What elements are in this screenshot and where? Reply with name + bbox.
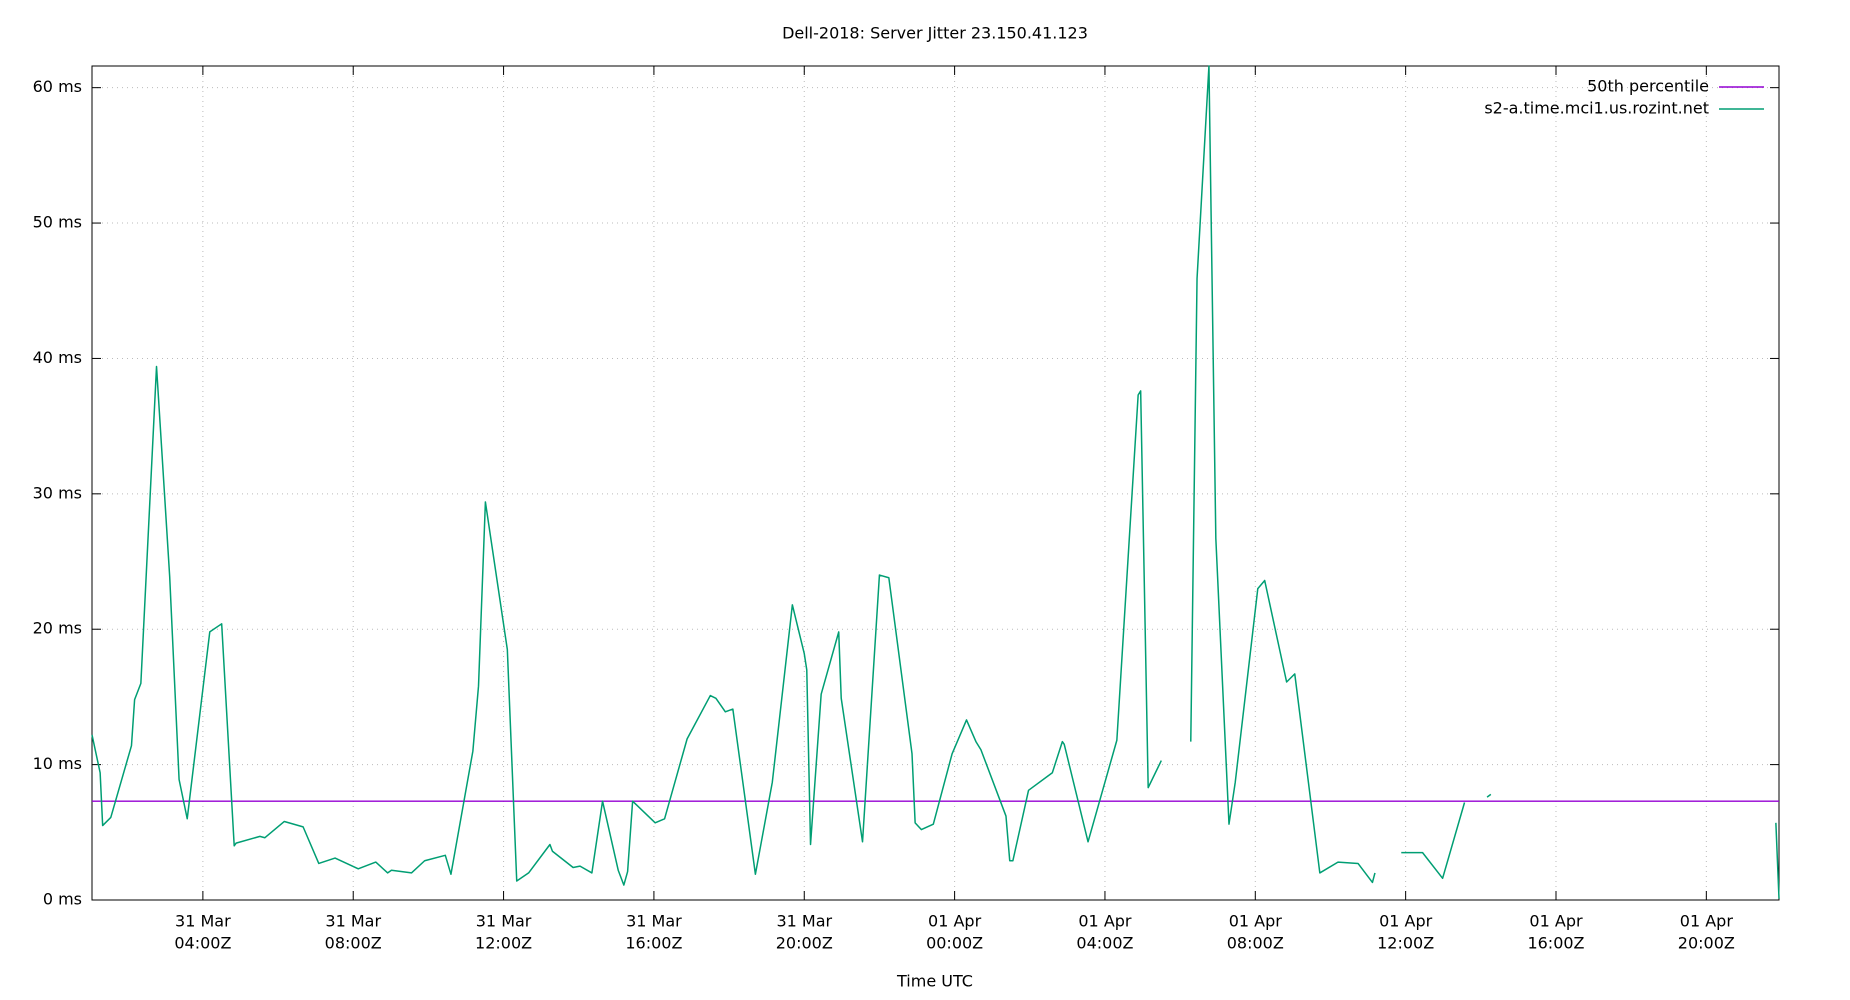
x-tick-label: 31 Mar [175, 912, 231, 931]
x-tick-label: 16:00Z [1527, 934, 1584, 953]
y-tick-label: 60 ms [33, 77, 82, 96]
x-tick-label: 01 Apr [1680, 912, 1734, 931]
x-tick-label: 12:00Z [1377, 934, 1434, 953]
x-tick-label: 01 Apr [1379, 912, 1433, 931]
x-tick-label: 01 Apr [1078, 912, 1132, 931]
x-tick-label: 31 Mar [776, 912, 832, 931]
y-tick-label: 50 ms [33, 213, 82, 232]
y-tick-label: 20 ms [33, 619, 82, 638]
legend-label: s2-a.time.mci1.us.rozint.net [1484, 99, 1709, 118]
x-tick-label: 16:00Z [625, 934, 682, 953]
y-tick-label: 30 ms [33, 483, 82, 502]
x-tick-label: 01 Apr [1529, 912, 1583, 931]
chart-title: Dell-2018: Server Jitter 23.150.41.123 [782, 24, 1088, 43]
x-tick-label: 04:00Z [1076, 934, 1133, 953]
series-line [91, 65, 1780, 899]
x-tick-label: 31 Mar [626, 912, 682, 931]
x-tick-label: 12:00Z [475, 934, 532, 953]
x-axis-label: Time UTC [896, 972, 973, 991]
plot-border [91, 65, 1780, 901]
x-tick-label: 08:00Z [325, 934, 382, 953]
x-tick-label: 00:00Z [926, 934, 983, 953]
x-tick-label: 31 Mar [325, 912, 381, 931]
y-tick-label: 40 ms [33, 348, 82, 367]
x-tick-label: 08:00Z [1227, 934, 1284, 953]
x-tick-label: 20:00Z [776, 934, 833, 953]
x-tick-label: 31 Mar [476, 912, 532, 931]
x-tick-label: 01 Apr [928, 912, 982, 931]
legend-label: 50th percentile [1587, 77, 1709, 96]
y-tick-label: 0 ms [43, 890, 82, 909]
y-tick-label: 10 ms [33, 754, 82, 773]
x-tick-label: 04:00Z [174, 934, 231, 953]
x-tick-label: 20:00Z [1678, 934, 1735, 953]
x-tick-label: 01 Apr [1229, 912, 1283, 931]
